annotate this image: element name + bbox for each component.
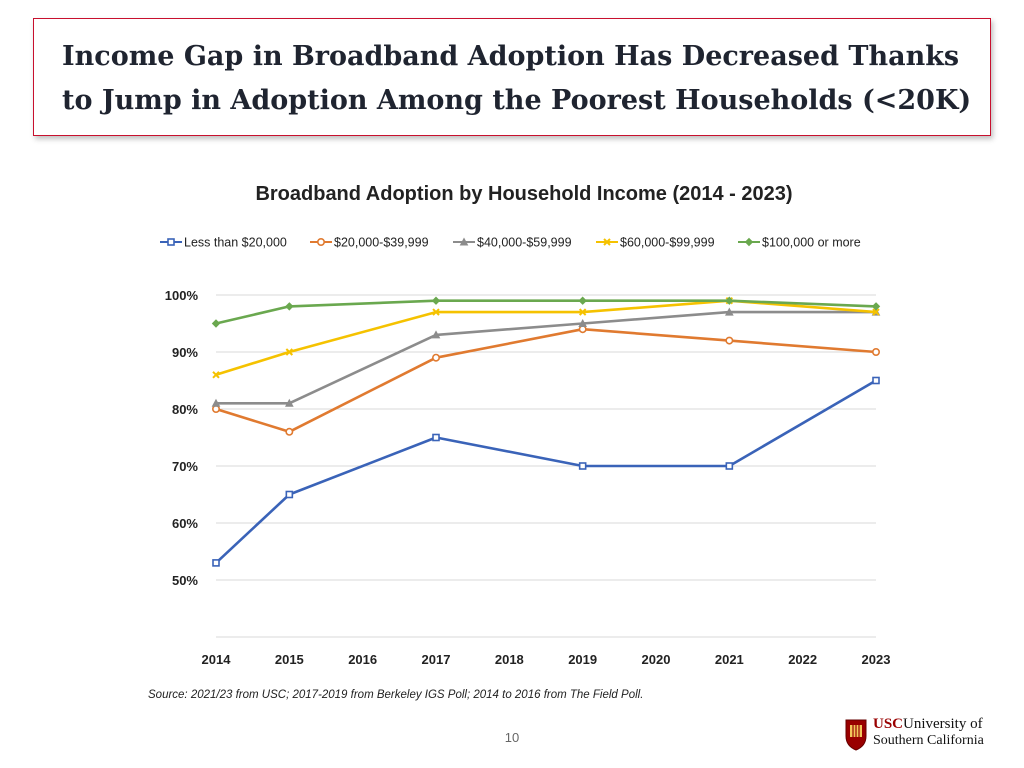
- x-tick-label: 2023: [862, 652, 891, 667]
- data-point-series-4: [872, 308, 880, 316]
- x-tick-label: 2018: [495, 652, 524, 667]
- logo-line-2: Southern California: [873, 733, 984, 748]
- slide-title-line-2: to Jump in Adoption Among the Poorest Ho…: [62, 85, 972, 116]
- data-point-series-1: [285, 490, 294, 499]
- legend-label: $20,000-$39,999: [334, 236, 429, 250]
- x-tick-label: 2019: [568, 652, 597, 667]
- y-tick-label: 80%: [172, 402, 198, 417]
- x-tick-label: 2015: [275, 652, 304, 667]
- data-point-series-1: [725, 462, 734, 470]
- data-point-series-3: [284, 398, 294, 407]
- source-note: Source: 2021/23 from USC; 2017-2019 from…: [148, 689, 644, 701]
- y-tick-label: 70%: [172, 459, 198, 474]
- data-point-series-4: [432, 308, 440, 316]
- data-point-series-2: [285, 427, 294, 436]
- x-tick-label: 2021: [715, 652, 744, 667]
- page-number: 10: [504, 730, 520, 745]
- logo-usc: USC: [873, 716, 904, 732]
- logo-line-1: USCUniversity of: [873, 716, 983, 733]
- data-point-series-5: [725, 296, 734, 305]
- legend-label: $100,000 or more: [762, 236, 861, 250]
- data-point-series-5: [431, 296, 441, 305]
- x-tick-label: 2016: [348, 652, 377, 667]
- usc-logo: USCUniversity of Southern California: [843, 716, 993, 756]
- data-point-series-4: [285, 348, 294, 356]
- data-point-series-1: [872, 376, 880, 385]
- data-point-series-3: [724, 307, 734, 316]
- x-tick-label: 2020: [642, 652, 671, 667]
- legend-marker: [316, 238, 325, 247]
- data-point-series-5: [871, 302, 881, 311]
- chart-title: Broadband Adoption by Household Income (…: [255, 183, 792, 205]
- legend-marker: [603, 238, 611, 246]
- data-point-series-1: [212, 559, 220, 567]
- slide-title-box: Income Gap in Broadband Adoption Has Dec…: [33, 18, 991, 136]
- legend-marker: [744, 237, 754, 247]
- data-point-series-2: [431, 353, 440, 362]
- data-point-series-2: [725, 336, 734, 345]
- data-point-series-2: [871, 347, 880, 356]
- legend-label: Less than $20,000: [184, 236, 287, 250]
- data-point-series-1: [432, 433, 440, 442]
- x-tick-label: 2022: [788, 652, 817, 667]
- y-tick-label: 50%: [172, 573, 198, 588]
- y-tick-label: 60%: [172, 516, 198, 531]
- data-point-series-5: [211, 319, 221, 328]
- series-line-2: [215, 327, 877, 434]
- y-tick-label: 100%: [165, 288, 199, 303]
- series-line-5: [215, 299, 877, 325]
- slide-title-line-1: Income Gap in Broadband Adoption Has Dec…: [62, 41, 960, 72]
- legend-label: $60,000-$99,999: [620, 236, 715, 250]
- series-line-1: [215, 379, 877, 564]
- data-point-series-4: [578, 308, 587, 316]
- usc-seal-icon: [845, 719, 867, 751]
- data-point-series-3: [578, 318, 588, 327]
- x-tick-label: 2017: [422, 652, 451, 667]
- series-line-3: [216, 310, 876, 405]
- x-tick-label: 2014: [202, 652, 232, 667]
- data-point-series-3: [211, 398, 221, 407]
- data-point-series-3: [431, 330, 441, 339]
- data-point-series-1: [578, 462, 587, 470]
- legend-marker: [459, 237, 469, 246]
- data-point-series-5: [578, 296, 587, 305]
- data-point-series-4: [212, 371, 220, 379]
- legend-label: $40,000-$59,999: [477, 236, 572, 250]
- data-point-series-5: [285, 302, 294, 311]
- y-tick-label: 90%: [172, 345, 198, 360]
- legend-marker: [167, 238, 175, 246]
- logo-university-of: University of: [903, 716, 983, 732]
